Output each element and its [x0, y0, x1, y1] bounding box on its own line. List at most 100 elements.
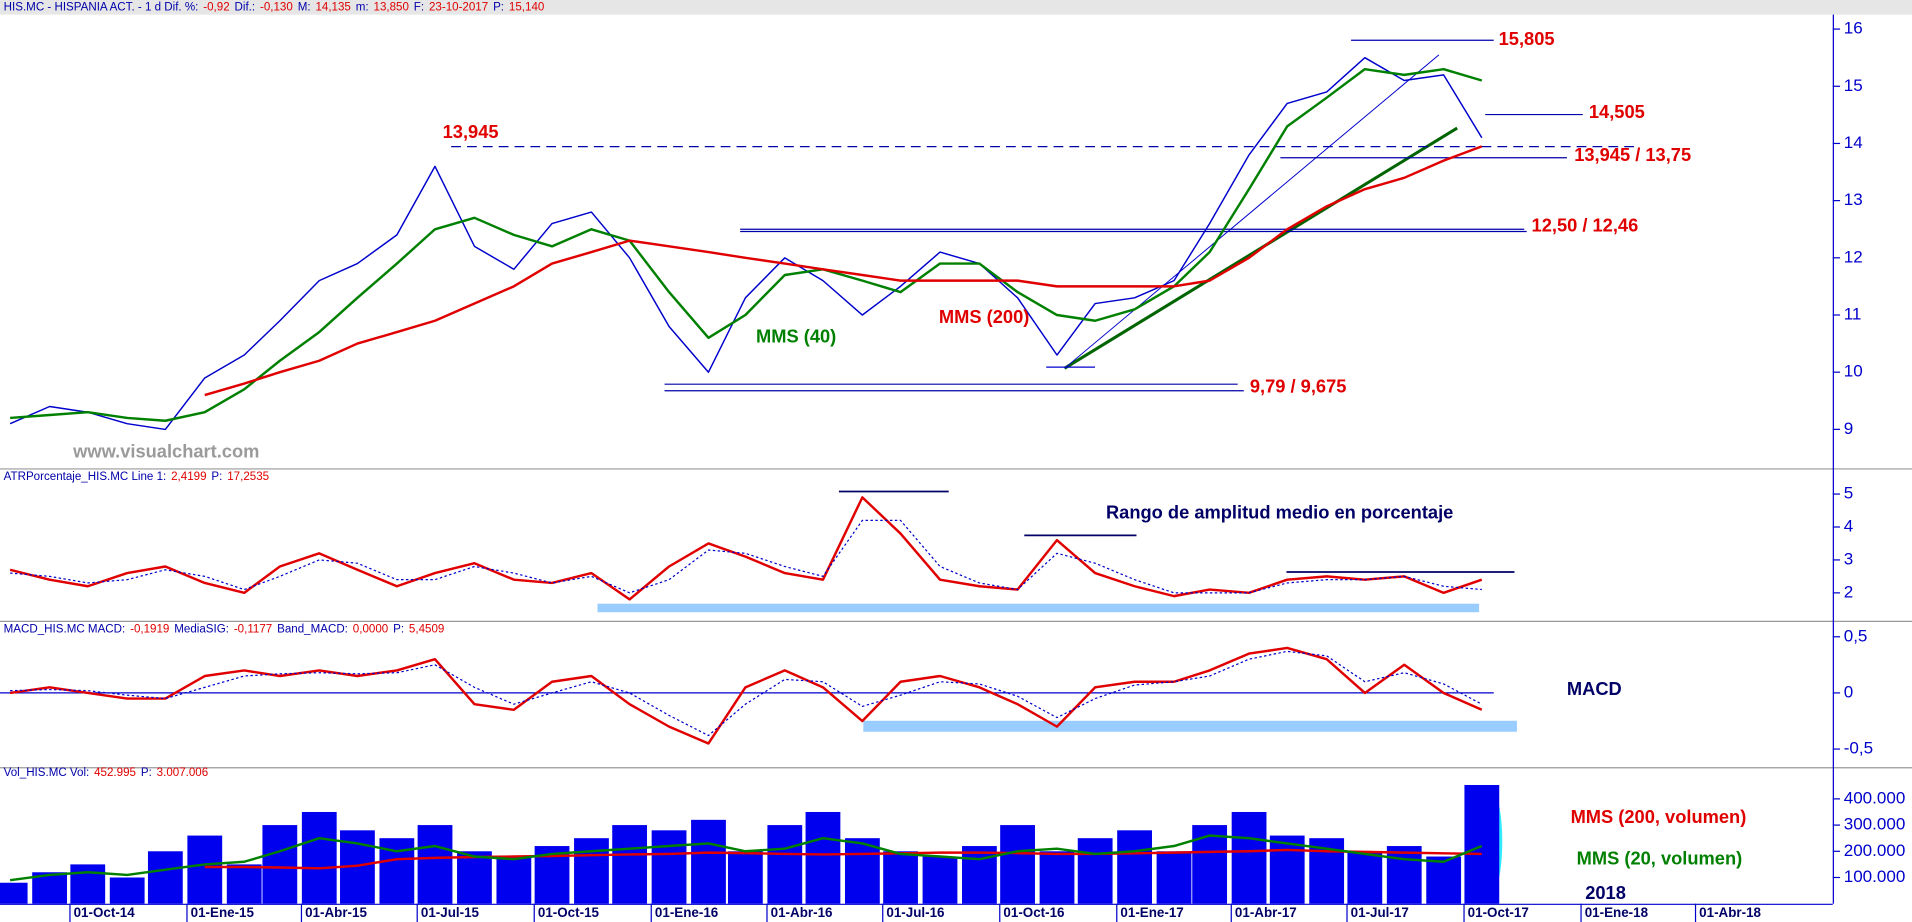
header-field: 17,2535	[227, 471, 269, 483]
volume-bar	[1039, 851, 1075, 904]
volume-bar	[262, 825, 298, 904]
y-tick-label: 5	[1844, 484, 1853, 503]
annotation: MMS (40)	[756, 326, 836, 347]
y-tick-label: 10	[1844, 362, 1863, 381]
y-tick-label: 0,5	[1844, 626, 1868, 645]
header-field: -0,1919	[130, 623, 169, 635]
panel-header: Vol_HIS.MC Vol: 452.995 P: 3.007.006	[4, 767, 209, 779]
annotation: 13,945 / 13,75	[1574, 144, 1691, 165]
header-field: P:	[493, 1, 504, 13]
y-tick-label: 15	[1844, 76, 1863, 95]
header-field: Dif.:	[235, 1, 256, 13]
date-label: 01-Ene-17	[1120, 905, 1183, 920]
date-label: 01-Ene-16	[655, 905, 718, 920]
annotation: 14,505	[1589, 101, 1645, 122]
volume-bar	[805, 811, 841, 904]
volume-bar	[1464, 784, 1500, 904]
volume-bar	[0, 882, 28, 904]
volume-bar	[1156, 851, 1192, 904]
y-tick-label: 14	[1844, 133, 1863, 152]
date-label: 01-Abr-17	[1235, 905, 1297, 920]
header-field: P:	[211, 471, 222, 483]
annotation: MACD	[1567, 678, 1622, 699]
header-field: -0,130	[260, 1, 293, 13]
y-tick-label: 300.000	[1844, 815, 1906, 834]
date-label: 01-Oct-16	[1003, 905, 1064, 920]
volume-bar	[767, 825, 803, 904]
header-field: 3.007.006	[157, 767, 209, 779]
y-tick-label: 100.000	[1844, 867, 1906, 886]
volume-bar	[574, 838, 609, 904]
series-line	[9, 834, 1483, 882]
volume-bar	[70, 864, 106, 904]
annotation: MMS (200, volumen)	[1571, 806, 1747, 827]
y-tick-label: 200.000	[1844, 841, 1906, 860]
volume-bar	[1077, 838, 1113, 904]
volume-bar	[457, 851, 492, 904]
header-field: 0,0000	[353, 623, 388, 635]
date-label: 01-Abr-16	[771, 905, 833, 920]
header-bar	[0, 0, 1912, 15]
header-field: 23-10-2017	[429, 1, 488, 13]
annotation: MMS (20, volumen)	[1577, 848, 1743, 869]
volume-bar	[147, 851, 183, 904]
volume-bar	[1347, 851, 1383, 904]
header-field: -0,92	[203, 1, 229, 13]
volume-bar	[1000, 825, 1035, 904]
volume-bar	[109, 877, 145, 904]
volume-bar	[962, 846, 997, 904]
y-tick-label: 3	[1844, 549, 1853, 568]
annotation: 13,945	[443, 121, 499, 142]
y-tick-label: 13	[1844, 190, 1863, 209]
date-label: 01-Oct-17	[1468, 905, 1529, 920]
y-tick-label: 2	[1844, 582, 1853, 601]
header-field: P:	[141, 767, 152, 779]
volume-bar	[1386, 846, 1422, 904]
date-label: 01-Ene-18	[1585, 905, 1649, 920]
volume-bar	[922, 856, 958, 904]
date-label: 01-Ene-15	[191, 905, 255, 920]
volume-bar	[651, 830, 687, 904]
header-field: 452.995	[94, 767, 136, 779]
annotation: MMS (200)	[939, 306, 1029, 327]
series-line	[9, 496, 1483, 601]
date-label: 01-Oct-15	[538, 905, 600, 920]
volume-bar	[226, 864, 262, 904]
date-label: 01-Abr-18	[1699, 905, 1761, 920]
series-line	[204, 145, 1483, 397]
y-tick-label: -0,5	[1844, 739, 1873, 758]
volume-bar	[417, 825, 453, 904]
header-field: ATRPorcentaje_HIS.MC Line 1:	[4, 471, 167, 483]
y-tick-label: 0	[1844, 682, 1853, 701]
annotation: 2018	[1585, 882, 1626, 903]
annotation: Rango de amplitud medio en porcentaje	[1106, 501, 1453, 522]
series-line	[10, 650, 1483, 737]
header-field: F:	[414, 1, 424, 13]
macd-band	[863, 720, 1517, 732]
series-line	[10, 519, 1482, 594]
panel-header: HIS.MC - HISPANIA ACT. - 1 d Dif. %: -0,9…	[4, 1, 545, 13]
header-field: 5,4509	[409, 623, 444, 635]
header-field: Band_MACD:	[277, 623, 348, 635]
annotation: 12,50 / 12,46	[1532, 215, 1639, 236]
header-field: MACD_HIS.MC MACD:	[4, 623, 126, 635]
series-line	[204, 848, 1482, 870]
date-label: 01-Jul-17	[1351, 905, 1409, 920]
y-tick-label: 9	[1844, 419, 1853, 438]
date-label: 01-Jul-15	[421, 905, 480, 920]
series-line	[10, 67, 1483, 422]
series-line	[9, 646, 1483, 745]
header-field: 13,850	[374, 1, 409, 13]
y-tick-label: 12	[1844, 247, 1863, 266]
volume-bar	[883, 851, 918, 904]
volume-bar	[1426, 856, 1462, 904]
annotation: 9,79 / 9,675	[1250, 376, 1347, 397]
volume-bar	[727, 851, 763, 904]
y-tick-label: 11	[1844, 305, 1862, 324]
header-field: 15,140	[509, 1, 544, 13]
date-label: 01-Abr-15	[305, 905, 367, 920]
date-label: 01-Oct-14	[74, 905, 136, 920]
header-field: 2,4199	[171, 471, 206, 483]
panel-header: MACD_HIS.MC MACD: -0,1919 MediaSIG: -0,1177…	[4, 623, 445, 635]
volume-bar	[691, 819, 726, 904]
